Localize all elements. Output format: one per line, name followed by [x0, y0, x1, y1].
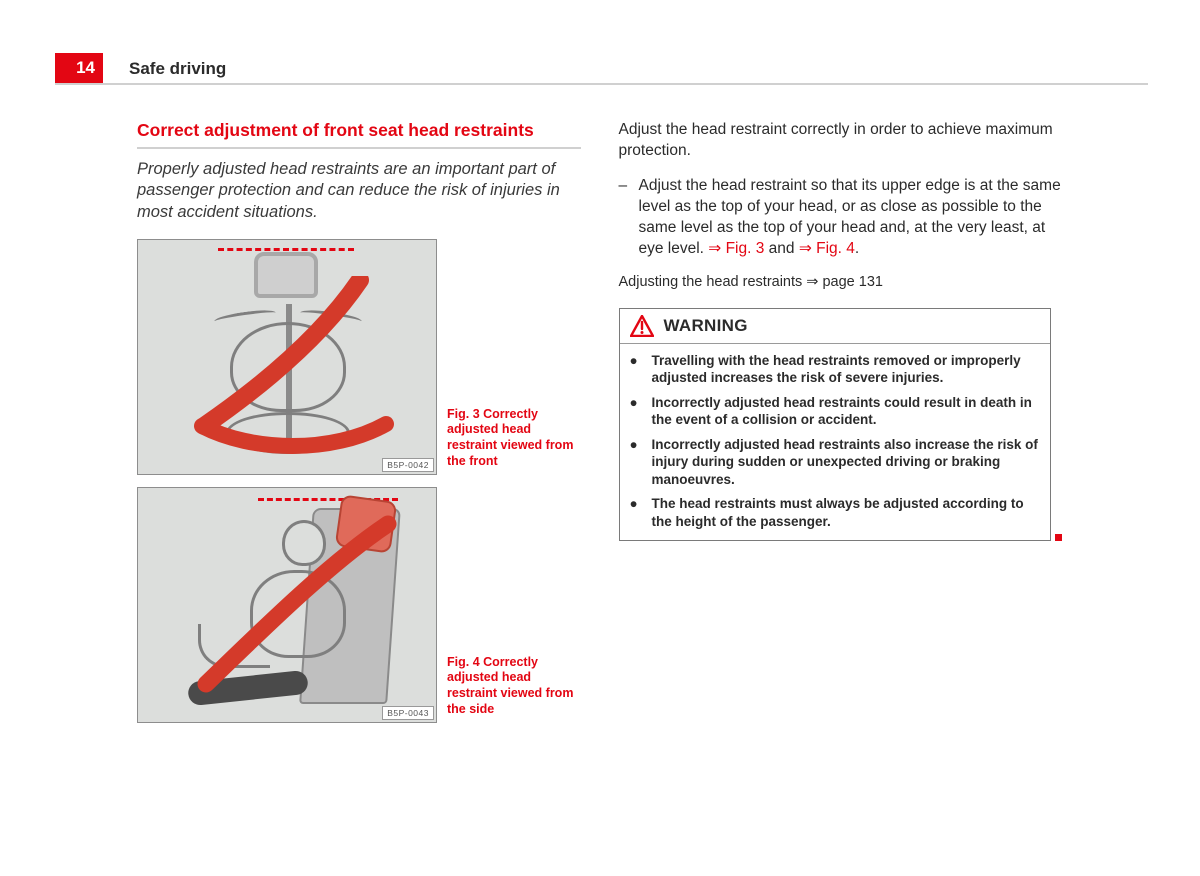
bullet-icon: ● — [630, 394, 652, 429]
page-number: 14 — [55, 53, 103, 83]
figure-3: B5P-0042 — [137, 239, 437, 475]
skeleton-front-icon — [208, 292, 368, 460]
warning-text: Travelling with the head restraints remo… — [652, 352, 1041, 387]
page-header: 14 Safe driving — [55, 55, 1148, 85]
fig-4-reference[interactable]: ⇒ Fig. 4 — [799, 240, 855, 257]
warning-item: ●Incorrectly adjusted head restraints al… — [630, 436, 1041, 489]
bullet-icon: ● — [630, 495, 652, 530]
ref-end: . — [855, 240, 859, 257]
warning-body: ●Travelling with the head restraints rem… — [620, 344, 1051, 541]
lead-paragraph: Properly adjusted head restraints are an… — [137, 159, 581, 223]
seatbelt-side-icon — [178, 514, 418, 714]
ref-mid: and — [764, 240, 798, 257]
figure-code: B5P-0042 — [382, 458, 434, 472]
warning-item: ●The head restraints must always be adju… — [630, 495, 1041, 530]
content-area: Correct adjustment of front seat head re… — [137, 120, 1062, 735]
figure-3-row: B5P-0042 Fig. 3 Correctly adjusted head … — [137, 239, 581, 475]
alignment-line-icon — [218, 248, 354, 251]
warning-header: WARNING — [620, 309, 1051, 344]
figure-4-row: B5P-0043 Fig. 4 Correctly adjusted head … — [137, 487, 581, 723]
instruction-bullet: – Adjust the head restraint so that its … — [619, 176, 1063, 260]
figure-3-caption: Fig. 3 Correctly adjusted head restraint… — [447, 407, 581, 476]
warning-text: Incorrectly adjusted head restraints cou… — [652, 394, 1041, 429]
bullet-icon: ● — [630, 352, 652, 387]
warning-item: ●Incorrectly adjusted head restraints co… — [630, 394, 1041, 429]
figure-code: B5P-0043 — [382, 706, 434, 720]
warning-item: ●Travelling with the head restraints rem… — [630, 352, 1041, 387]
figure-4-caption: Fig. 4 Correctly adjusted head restraint… — [447, 655, 581, 724]
intro-paragraph: Adjust the head restraint correctly in o… — [619, 120, 1063, 162]
warning-text: The head restraints must always be adjus… — [652, 495, 1041, 530]
warning-box: WARNING ●Travelling with the head restra… — [619, 308, 1052, 542]
section-heading: Correct adjustment of front seat head re… — [137, 120, 581, 149]
warning-text: Incorrectly adjusted head restraints als… — [652, 436, 1041, 489]
left-column: Correct adjustment of front seat head re… — [137, 120, 581, 735]
fig-3-reference[interactable]: ⇒ Fig. 3 — [708, 240, 764, 257]
warning-triangle-icon — [630, 315, 654, 337]
section-end-marker-icon — [1055, 534, 1062, 541]
warning-title: WARNING — [664, 316, 748, 336]
right-column: Adjust the head restraint correctly in o… — [619, 120, 1063, 735]
section-title: Safe driving — [129, 59, 226, 83]
figure-4: B5P-0043 — [137, 487, 437, 723]
instruction-text: Adjust the head restraint so that its up… — [639, 176, 1063, 260]
dash-icon: – — [619, 176, 639, 260]
bullet-icon: ● — [630, 436, 652, 489]
cross-reference: Adjusting the head restraints ⇒ page 131 — [619, 274, 1063, 290]
